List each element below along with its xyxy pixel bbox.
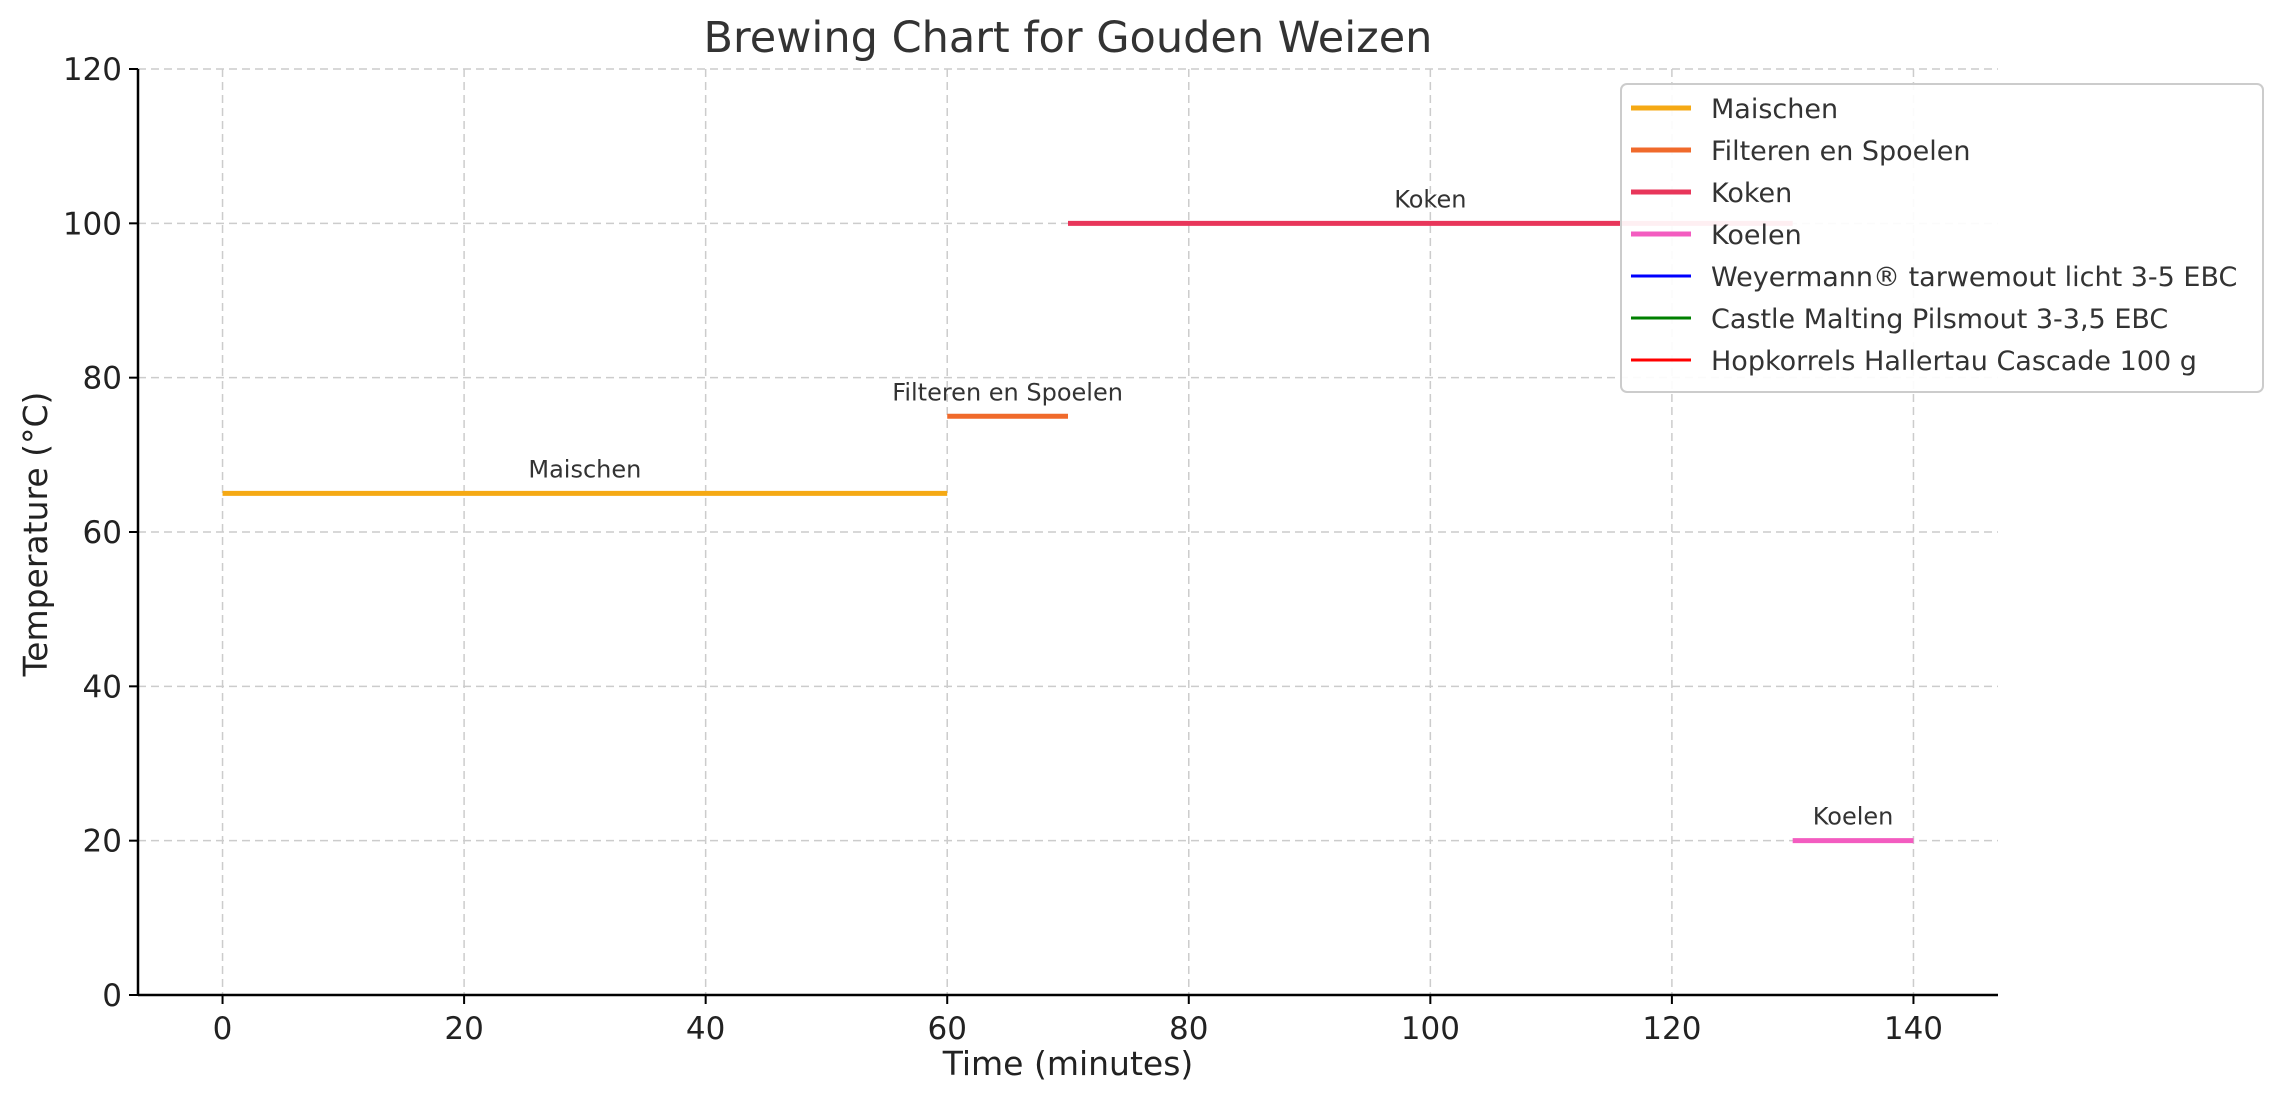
segment-label: Filteren en Spoelen bbox=[892, 378, 1123, 406]
segment-label: Koken bbox=[1394, 185, 1466, 213]
y-axis-label: Temperature (°C) bbox=[16, 392, 55, 678]
legend-entry-label: Maischen bbox=[1711, 94, 1838, 125]
segment-label: Koelen bbox=[1813, 803, 1894, 831]
x-tick-label: 80 bbox=[1169, 1011, 1208, 1047]
y-tick-label: 80 bbox=[83, 361, 122, 397]
ticks: 0 20 40 60 80 100 120 140 0 20 40 60 80 100 120 bbox=[63, 52, 1943, 1047]
legend-entry-label: Castle Malting Pilsmout 3-3,5 EBC bbox=[1711, 304, 2168, 335]
x-tick-label: 120 bbox=[1642, 1011, 1701, 1047]
x-tick-label: 100 bbox=[1401, 1011, 1460, 1047]
legend-entry-label: Filteren en Spoelen bbox=[1711, 136, 1971, 167]
chart-title: Brewing Chart for Gouden Weizen bbox=[704, 13, 1433, 63]
legend-entry-label: Weyermann® tarwemout licht 3-5 EBC bbox=[1711, 262, 2237, 293]
x-tick-label: 140 bbox=[1884, 1011, 1943, 1047]
x-tick-label: 40 bbox=[686, 1011, 725, 1047]
legend-entry-label: Koken bbox=[1711, 178, 1792, 209]
y-tick-label: 0 bbox=[102, 978, 122, 1014]
segment-label: Maischen bbox=[528, 455, 641, 483]
y-tick-label: 120 bbox=[63, 52, 122, 88]
y-tick-label: 100 bbox=[63, 206, 122, 242]
y-tick-label: 60 bbox=[83, 515, 122, 551]
x-tick-label: 60 bbox=[927, 1011, 966, 1047]
segment-labels: Maischen Filteren en Spoelen Koken Koelen bbox=[528, 185, 1893, 830]
x-tick-label: 0 bbox=[213, 1011, 233, 1047]
x-tick-label: 20 bbox=[444, 1011, 483, 1047]
y-tick-label: 20 bbox=[83, 824, 122, 860]
x-axis-label: Time (minutes) bbox=[942, 1044, 1194, 1083]
legend-box bbox=[1620, 83, 2264, 393]
legend-entry-label: Hopkorrels Hallertau Cascade 100 g bbox=[1711, 346, 2197, 377]
legend: Maischen Filteren en Spoelen Koken Koelen We… bbox=[1620, 83, 2264, 393]
y-tick-label: 40 bbox=[83, 669, 122, 705]
legend-entry-label: Koelen bbox=[1711, 220, 1802, 251]
